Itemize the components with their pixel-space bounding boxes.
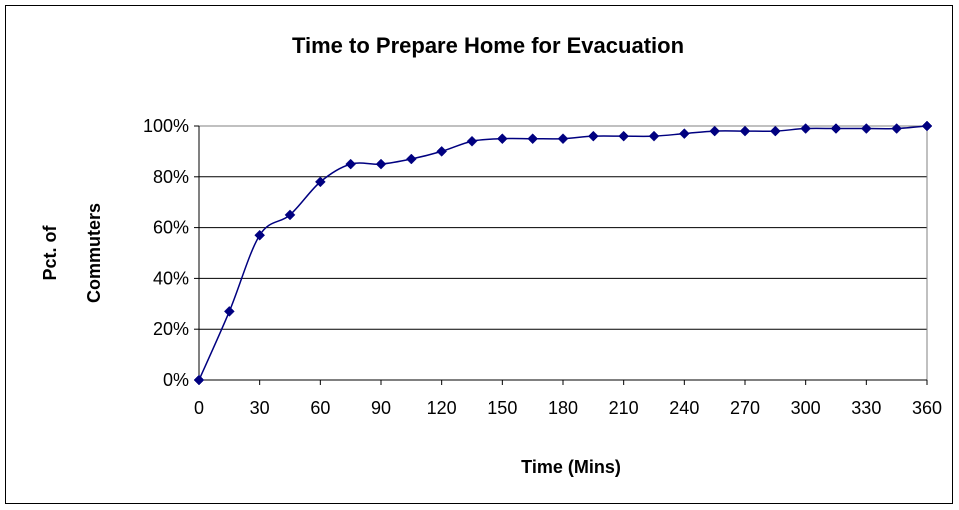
data-point-marker (860, 123, 872, 134)
series-line (198, 125, 928, 381)
grid-lines (199, 176, 927, 330)
x-axis-label: Time (Mins) (521, 457, 621, 477)
y-tick-label: 60% (153, 218, 189, 238)
x-tick-label: 60 (310, 398, 330, 418)
data-point-marker (769, 125, 781, 137)
data-point-marker (496, 133, 508, 145)
x-tick-label: 180 (548, 398, 578, 418)
x-tick-label: 120 (427, 398, 457, 418)
y-tick-label: 80% (153, 167, 189, 187)
data-point-marker (375, 158, 387, 170)
plot-area-border (198, 125, 928, 381)
data-point-marker (284, 209, 296, 221)
data-point-marker (193, 374, 205, 386)
x-tick-label: 210 (609, 398, 639, 418)
data-point-marker (557, 133, 569, 145)
y-tick-label: 0% (163, 370, 189, 390)
data-point-marker (314, 176, 326, 188)
chart-area (5, 5, 953, 504)
data-point-marker (527, 133, 539, 145)
y-axis-label-line-2: Commuters (84, 203, 104, 303)
data-point-marker (223, 306, 235, 317)
x-axis-ticks: 0 30 60 90 120 150 180 210 240 270 300 330 360 (194, 126, 942, 418)
y-axis-ticks: 0% 20% 40% 60% 80% 100% (143, 116, 199, 390)
data-series (193, 120, 933, 386)
x-tick-label: 270 (730, 398, 760, 418)
x-tick-label: 0 (194, 398, 204, 418)
data-point-marker (739, 125, 751, 137)
data-point-marker (254, 229, 266, 241)
x-tick-label: 300 (791, 398, 821, 418)
data-point-marker (587, 130, 599, 142)
data-point-marker (345, 158, 357, 170)
x-tick-label: 30 (250, 398, 270, 418)
data-point-marker (405, 153, 417, 165)
x-tick-label: 360 (912, 398, 942, 418)
y-axis-label-line-1: Pct. of (40, 225, 60, 281)
data-point-marker (891, 123, 903, 134)
data-point-marker (648, 130, 660, 142)
x-tick-label: 90 (371, 398, 391, 418)
data-point-marker (921, 120, 933, 132)
data-point-marker (678, 128, 690, 139)
y-tick-label: 40% (153, 268, 189, 288)
y-tick-label: 20% (153, 319, 189, 339)
x-tick-label: 240 (669, 398, 699, 418)
data-point-marker (436, 146, 448, 157)
data-point-marker (800, 123, 812, 134)
x-tick-label: 330 (851, 398, 881, 418)
data-point-marker (466, 135, 478, 147)
data-point-marker (709, 125, 721, 137)
x-tick-label: 150 (487, 398, 517, 418)
data-point-marker (830, 123, 842, 134)
chart-title: Time to Prepare Home for Evacuation (292, 33, 684, 58)
data-point-marker (618, 130, 630, 142)
y-tick-label: 100% (143, 116, 189, 136)
